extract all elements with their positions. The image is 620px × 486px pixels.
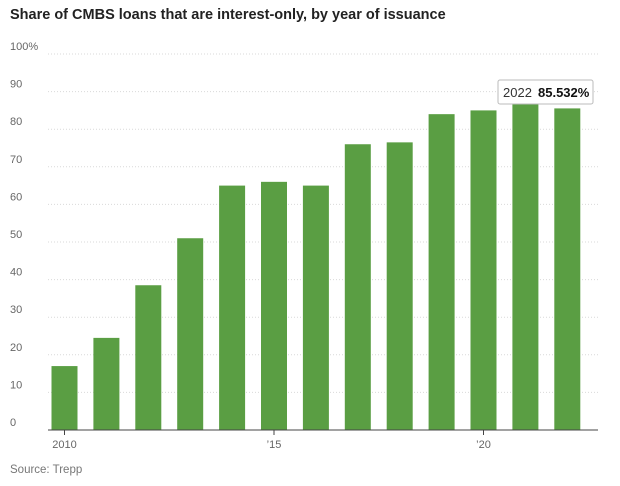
y-axis-ticks: 0 10 20 30 40 50 60 70 80 90 100% [10,41,38,429]
y-tick-label: 0 [10,417,16,429]
bar-2017[interactable] [344,144,371,431]
bar-2013[interactable] [177,238,204,430]
bar-2021[interactable] [512,102,539,430]
source-note: Source: Trepp [10,464,83,476]
y-tick-label: 90 [10,79,22,91]
bar-2010[interactable] [51,366,78,430]
value-tooltip: 2022 85.532% [497,79,594,105]
y-tick-label: 20 [10,342,22,354]
chart-title: Share of CMBS loans that are interest-on… [10,7,446,23]
y-tick-label: 30 [10,304,22,316]
bar-2020[interactable] [470,110,497,431]
bar-2016[interactable] [302,185,329,430]
bars [51,102,581,431]
x-tick-label: ’20 [476,439,491,451]
y-tick-label: 80 [10,116,22,128]
x-axis: 2010 ’15 ’20 [48,429,598,451]
tooltip-year: 2022 [503,85,532,100]
bar-2018[interactable] [386,142,413,431]
bar-2015[interactable] [261,181,287,430]
y-tick-label: 70 [10,154,22,166]
y-tick-label: 10 [10,379,22,391]
bar-2022[interactable] [554,108,581,430]
bar-2011[interactable] [93,337,120,430]
x-tick-label: 2010 [52,439,76,451]
y-tick-label: 50 [10,229,22,241]
bar-2019[interactable] [428,114,455,430]
bar-2014[interactable] [219,185,246,430]
y-tick-label: 60 [10,191,22,203]
y-tick-label: 40 [10,267,22,279]
tooltip-value: 85.532% [538,85,590,100]
bar-2012[interactable] [135,285,162,430]
tooltip-box [497,79,594,105]
x-tick-label: ’15 [267,439,282,451]
y-tick-label: 100% [10,41,38,53]
